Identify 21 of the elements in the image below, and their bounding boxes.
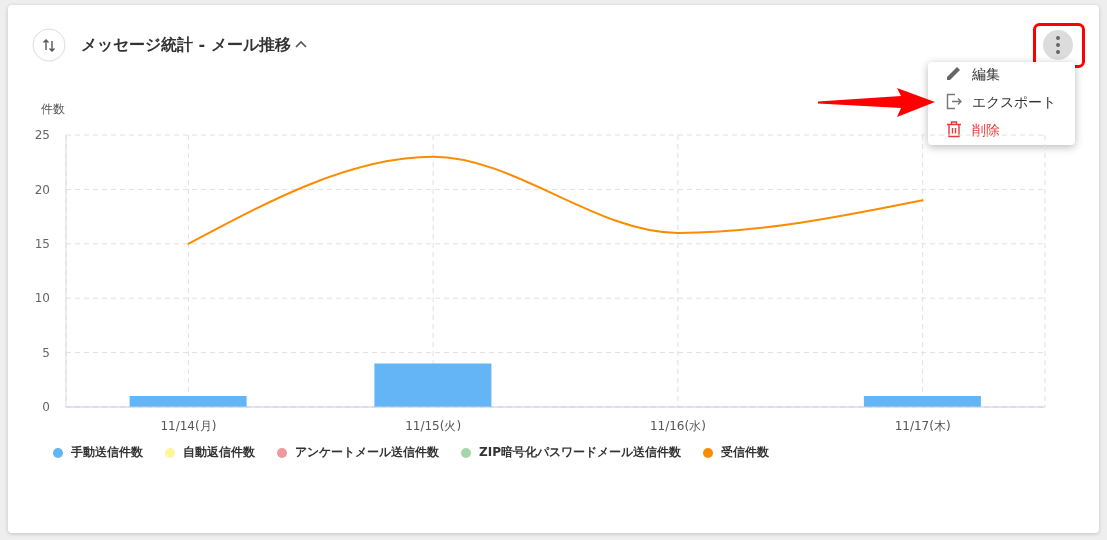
annotation: 削除 [972,122,1000,139]
chart-title: メッセージ統計 - メール推移 [81,35,291,55]
text: 編集 [972,66,1000,83]
legend-label: 手動送信件数 [71,444,143,461]
line-series [187,155,924,245]
y-tick-label: 5 [42,345,50,360]
x-tick-label: 11/15(火) [405,418,462,433]
x-tick-label: 11/14(月) [160,418,217,433]
x-tick-label: 11/16(水) [649,418,706,433]
text: エクスポート [972,94,1056,111]
y-tick-label: 10 [34,291,50,306]
legend-label: 受信件数 [720,444,769,461]
legend-label: アンケートメール送信件数 [295,444,439,461]
x-tick-label: 11/17(木) [894,418,951,433]
y-axis-title: 件数 [41,102,65,117]
y-tick-label: 20 [34,182,50,197]
legend-label: 自動返信件数 [183,444,255,461]
legend-label: ZIP暗号化パスワードメール送信件数 [479,444,681,461]
y-tick-label: 15 [34,237,50,252]
y-tick-label: 25 [34,128,50,143]
y-tick-label: 0 [42,400,50,415]
